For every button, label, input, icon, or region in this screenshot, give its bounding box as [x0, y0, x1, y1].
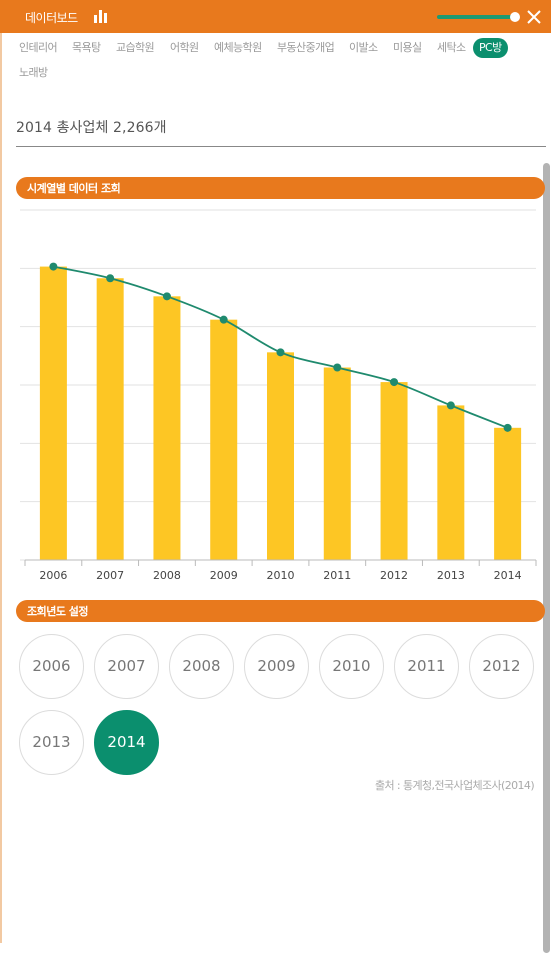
left-edge	[0, 0, 2, 943]
year-selector: 2006 2007 2008 2009 2010 2011 2012 2013 …	[16, 632, 546, 782]
point-2012	[390, 378, 399, 387]
tab-interior[interactable]: 인테리어	[19, 41, 58, 54]
point-2011	[333, 363, 342, 372]
bar-2014	[494, 427, 522, 560]
year-section-header: 조회년도 설정	[16, 600, 545, 622]
bar-2013	[437, 405, 465, 560]
x-tick-label-2014: 2014	[494, 569, 522, 582]
year-button-2013[interactable]: 2013	[19, 710, 84, 775]
tab-real-estate[interactable]: 부동산중개업	[277, 41, 335, 54]
year-button-2009[interactable]: 2009	[244, 634, 309, 699]
x-tick-label-2010: 2010	[267, 569, 295, 582]
tab-barber[interactable]: 이발소	[349, 41, 378, 54]
year-button-2007[interactable]: 2007	[94, 634, 159, 699]
point-2006	[49, 262, 58, 271]
top-bar: 데이터보드	[0, 0, 551, 33]
year-button-2014[interactable]: 2014	[94, 710, 159, 775]
year-button-2011[interactable]: 2011	[394, 634, 459, 699]
point-2013	[446, 401, 455, 410]
zoom-slider[interactable]	[437, 12, 520, 22]
x-tick-label-2011: 2011	[323, 569, 351, 582]
bar-2007	[96, 278, 124, 560]
app-title: 데이터보드	[25, 11, 78, 25]
point-2007	[106, 274, 115, 283]
bar-2012	[380, 382, 408, 560]
tab-bathhouse[interactable]: 목욕탕	[72, 41, 101, 54]
x-tick-label-2008: 2008	[153, 569, 181, 582]
source-note: 출처 : 통계청,전국사업체조사(2014)	[375, 779, 535, 792]
timeseries-section-title: 시계열별 데이터 조회	[27, 182, 121, 195]
bar-2011	[323, 367, 351, 560]
slider-track	[437, 15, 513, 19]
tab-pc-bang[interactable]: PC방	[473, 38, 508, 58]
x-tick-label-2013: 2013	[437, 569, 465, 582]
slider-knob[interactable]	[510, 12, 520, 22]
bar-2006	[39, 266, 67, 560]
point-2009	[219, 315, 228, 324]
tab-laundry[interactable]: 세탁소	[437, 41, 466, 54]
x-tick-label-2012: 2012	[380, 569, 408, 582]
bar-chart-icon	[94, 10, 107, 23]
year-button-2008[interactable]: 2008	[169, 634, 234, 699]
year-button-2012[interactable]: 2012	[469, 634, 534, 699]
timeseries-section-header: 시계열별 데이터 조회	[16, 177, 545, 199]
point-2008	[162, 292, 171, 301]
bar-2008	[153, 296, 181, 560]
year-section-title: 조회년도 설정	[27, 605, 89, 618]
x-tick-label-2007: 2007	[96, 569, 124, 582]
point-2010	[276, 348, 285, 357]
tab-tutoring-academy[interactable]: 교습학원	[116, 41, 155, 54]
bar-2009	[210, 319, 238, 560]
scrollbar[interactable]	[543, 163, 550, 953]
bar-2010	[267, 352, 294, 560]
point-2014	[503, 423, 512, 432]
tab-arts-academy[interactable]: 예체능학원	[214, 41, 262, 54]
x-tick-label-2009: 2009	[210, 569, 238, 582]
tab-language-academy[interactable]: 어학원	[170, 41, 199, 54]
summary-text: 2014 총사업체 2,266개	[16, 120, 167, 136]
divider	[16, 146, 546, 147]
year-button-2010[interactable]: 2010	[319, 634, 384, 699]
tab-karaoke[interactable]: 노래방	[19, 66, 48, 79]
timeseries-chart: 2006 2007 2008 2009 2010 2011 2012 2013 2014	[20, 209, 537, 582]
tab-hair-salon[interactable]: 미용실	[393, 41, 422, 54]
x-tick-label-2006: 2006	[39, 569, 67, 582]
year-button-2006[interactable]: 2006	[19, 634, 84, 699]
close-icon[interactable]	[526, 9, 542, 25]
